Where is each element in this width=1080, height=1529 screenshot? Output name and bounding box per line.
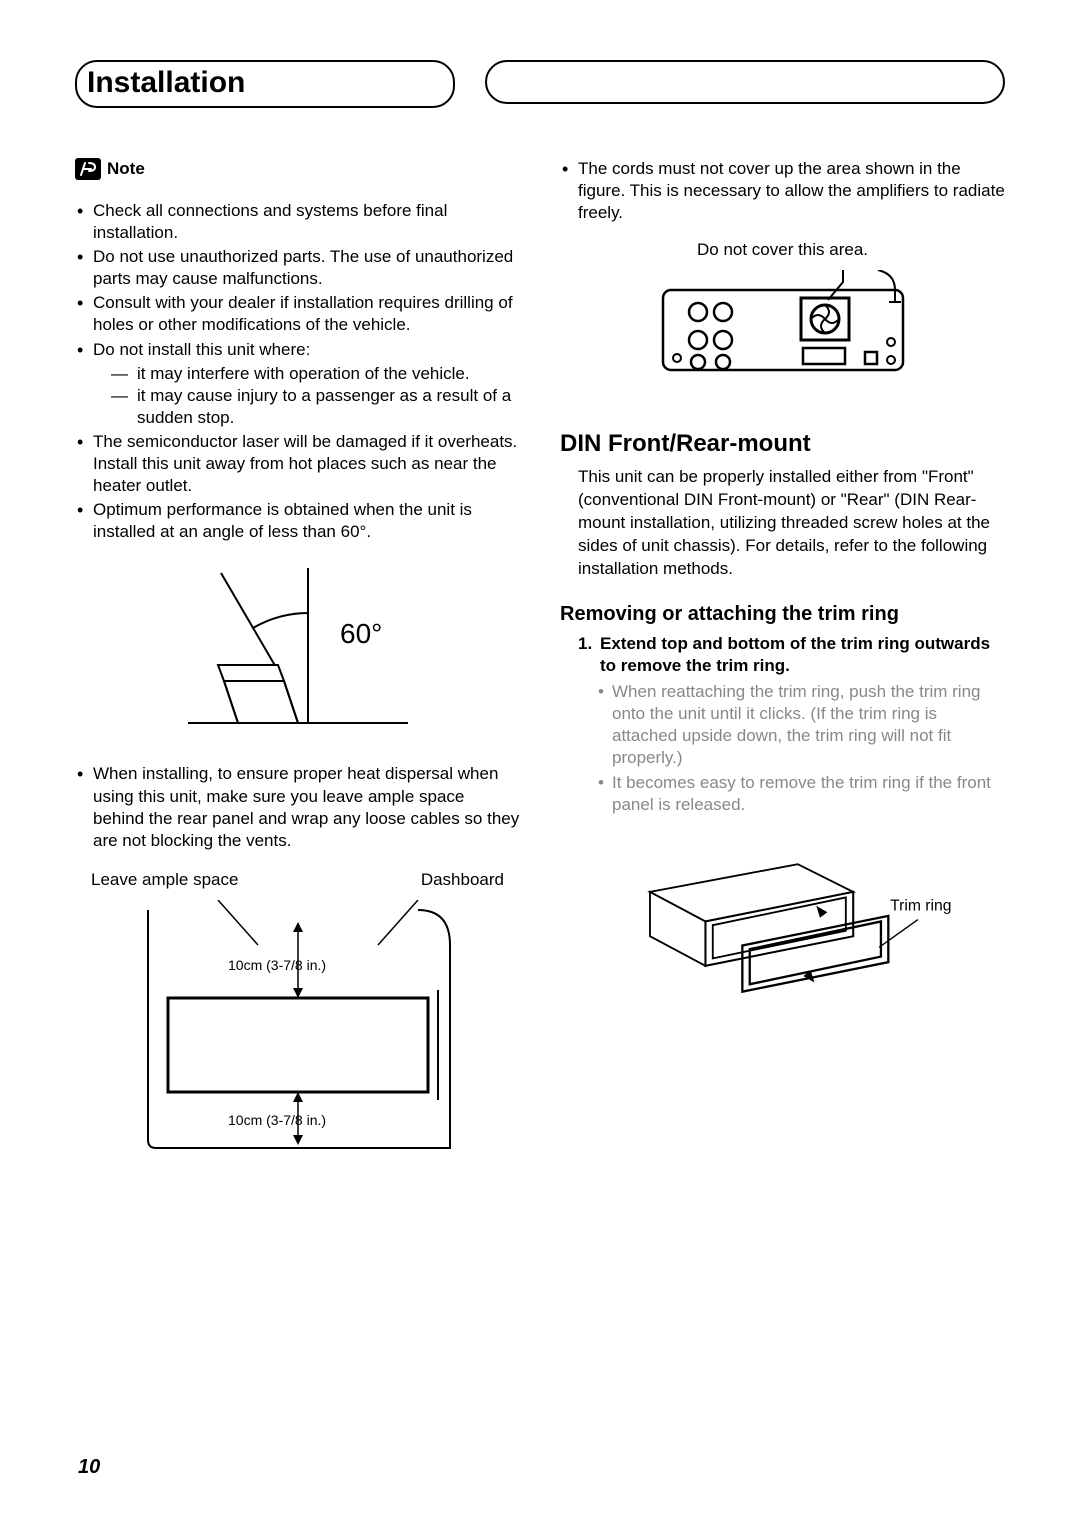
list-item: The semiconductor laser will be damaged … bbox=[75, 431, 520, 497]
list-item: Optimum performance is obtained when the… bbox=[75, 499, 520, 543]
gray-item: It becomes easy to remove the trim ring … bbox=[598, 772, 1005, 816]
figure-cover-area: Do not cover this area. bbox=[560, 240, 1005, 390]
list-item: Do not install this unit where: it may i… bbox=[75, 339, 520, 429]
list-item: Consult with your dealer if installation… bbox=[75, 292, 520, 336]
note-icon bbox=[75, 158, 101, 180]
din-heading: DIN Front/Rear-mount bbox=[560, 430, 1005, 458]
note-list: Check all connections and systems before… bbox=[75, 200, 520, 543]
list-item: Check all connections and systems before… bbox=[75, 200, 520, 244]
right-top-list: The cords must not cover up the area sho… bbox=[560, 158, 1005, 224]
page-title: Installation bbox=[87, 66, 429, 100]
figure-trim-ring: Trim ring bbox=[560, 830, 1005, 1000]
note-text: Note bbox=[107, 159, 145, 179]
sub-list-item: it may interfere with operation of the v… bbox=[111, 363, 520, 385]
step-number: 1. bbox=[578, 633, 592, 655]
dash-labels: Leave ample space Dashboard bbox=[75, 870, 520, 890]
leave-space-label: Leave ample space bbox=[91, 870, 238, 890]
list-item: The cords must not cover up the area sho… bbox=[560, 158, 1005, 224]
sub-list: it may interfere with operation of the v… bbox=[93, 363, 520, 429]
trim-ring-text: Trim ring bbox=[890, 897, 951, 914]
cover-caption: Do not cover this area. bbox=[697, 240, 868, 259]
step-text: Extend top and bottom of the trim ring o… bbox=[600, 634, 990, 675]
header-row: Installation bbox=[75, 60, 1005, 108]
svg-text:10cm (3-7/8 in.): 10cm (3-7/8 in.) bbox=[228, 957, 326, 973]
left-column: Note Check all connections and systems b… bbox=[75, 158, 520, 1170]
sub-list-item: it may cause injury to a passenger as a … bbox=[111, 385, 520, 429]
figure-angle: 60° bbox=[75, 553, 520, 743]
din-body: This unit can be properly installed eith… bbox=[560, 466, 1005, 581]
dashboard-label: Dashboard bbox=[421, 870, 504, 890]
din-section: DIN Front/Rear-mount This unit can be pr… bbox=[560, 430, 1005, 999]
svg-text:10cm (3-7/8 in.): 10cm (3-7/8 in.) bbox=[228, 1112, 326, 1128]
title-bubble: Installation bbox=[75, 60, 455, 108]
list-item: When installing, to ensure proper heat d… bbox=[75, 763, 520, 851]
empty-bubble bbox=[485, 60, 1005, 104]
trim-heading: Removing or attaching the trim ring bbox=[560, 601, 1005, 627]
step-list: 1. Extend top and bottom of the trim rin… bbox=[560, 633, 1005, 677]
list-item-text: Do not install this unit where: bbox=[93, 340, 310, 359]
note-list-2: When installing, to ensure proper heat d… bbox=[75, 763, 520, 851]
note-label: Note bbox=[75, 158, 520, 180]
figure-dashboard: Leave ample space Dashboard bbox=[75, 870, 520, 1150]
columns: Note Check all connections and systems b… bbox=[75, 158, 1005, 1170]
page-number: 10 bbox=[78, 1456, 100, 1479]
list-item: Do not use unauthorized parts. The use o… bbox=[75, 246, 520, 290]
angle-label: 60° bbox=[340, 618, 382, 649]
step-item: 1. Extend top and bottom of the trim rin… bbox=[578, 633, 1005, 677]
right-column: The cords must not cover up the area sho… bbox=[560, 158, 1005, 1170]
gray-list: When reattaching the trim ring, push the… bbox=[560, 681, 1005, 816]
gray-item: When reattaching the trim ring, push the… bbox=[598, 681, 1005, 769]
